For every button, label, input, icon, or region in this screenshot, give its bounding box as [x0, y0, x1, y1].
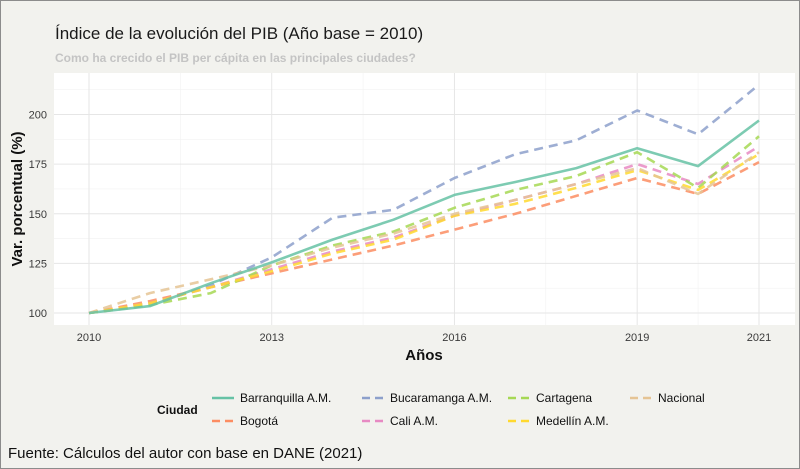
y-tick-label: 175: [29, 159, 47, 171]
legend-label: Nacional: [658, 391, 705, 405]
y-tick-label: 200: [29, 110, 47, 122]
x-tick-label: 2019: [625, 332, 649, 344]
legend-item: Nacional: [630, 391, 705, 405]
series-line-bogot-: [88, 160, 760, 315]
y-tick-label: 100: [29, 308, 47, 320]
y-tick-label: 125: [29, 258, 47, 270]
x-axis-ticks: 2010 2013 2016 2019 2021: [77, 332, 771, 344]
x-tick-label: 2010: [77, 332, 101, 344]
series-line-nacional: [88, 151, 760, 315]
legend-item: Bucaramanga A.M.: [362, 391, 492, 405]
x-tick-label: 2021: [747, 332, 771, 344]
source-note: Fuente: Cálculos del autor con base en D…: [8, 445, 362, 462]
chart-title: Índice de la evolución del PIB (Año base…: [55, 24, 423, 43]
legend-label: Cartagena: [536, 391, 592, 405]
x-axis-title: Años: [405, 347, 443, 364]
legend-item: Bogotá: [212, 414, 278, 428]
x-tick-label: 2013: [259, 332, 283, 344]
y-axis-title: Var. porcentual (%): [9, 131, 26, 266]
series-lines: [88, 83, 760, 315]
legend-item: Medellín A.M.: [508, 414, 609, 428]
legend-label: Barranquilla A.M.: [240, 391, 331, 405]
legend-item: Barranquilla A.M.: [212, 391, 331, 405]
series-line-bucaramanga-a-m-: [88, 83, 760, 315]
y-tick-label: 150: [29, 209, 47, 221]
y-axis-ticks: 100 125 150 175 200: [29, 110, 47, 321]
legend-item: Cartagena: [508, 391, 592, 405]
legend: Barranquilla A.M. Bogotá Bucaramanga A.M. C…: [212, 391, 705, 428]
x-tick-label: 2016: [442, 332, 466, 344]
series-line-cartagena: [88, 135, 760, 315]
plot-panel: [54, 73, 795, 325]
legend-label: Bogotá: [240, 414, 278, 428]
legend-label: Medellín A.M.: [536, 414, 609, 428]
legend-title: Ciudad: [157, 403, 198, 417]
grid-lines: [54, 73, 795, 325]
series-line-barranquilla-a-m-: [88, 119, 760, 315]
legend-label: Bucaramanga A.M.: [390, 391, 492, 405]
chart-subtitle: Como ha crecido el PIB per cápita en las…: [55, 51, 416, 65]
legend-item: Cali A.M.: [362, 414, 438, 428]
legend-label: Cali A.M.: [390, 414, 438, 428]
